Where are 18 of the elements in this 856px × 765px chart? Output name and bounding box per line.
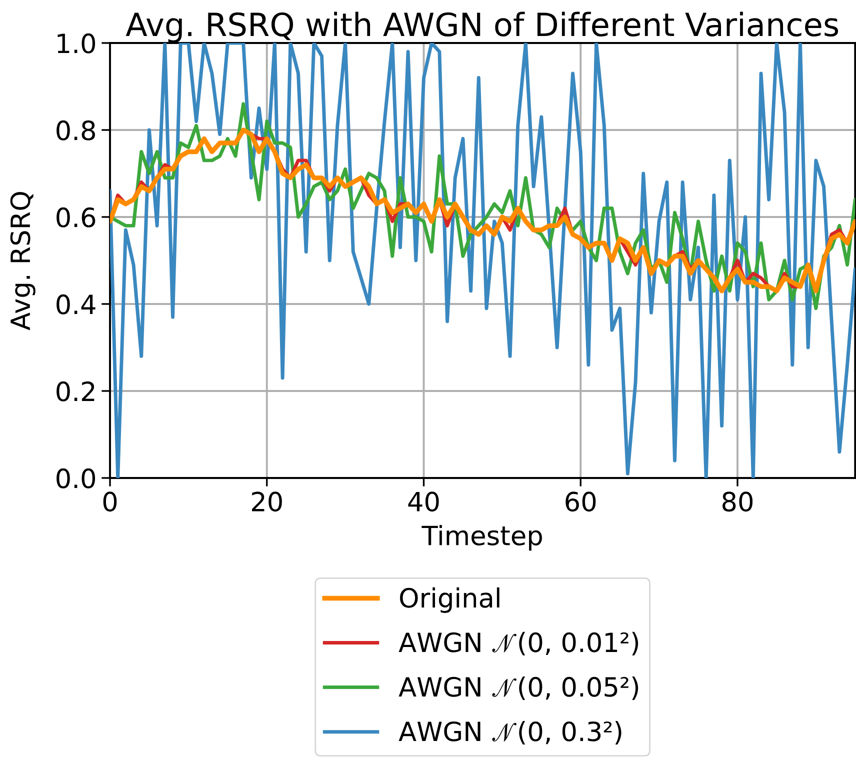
y-tick-label: 1.0 [58,33,96,54]
legend-label: AWGN 𝒩(0, 0.01²) [398,632,638,656]
y-tick-label: 0.8 [56,120,95,140]
y-tick-label: 0.4 [56,294,96,314]
y-axis-title: Avg. RSRQ [10,192,36,330]
x-axis-title: Timestep [422,525,542,551]
chart-title: Avg. RSRQ with AWGN of Different Variances [126,12,838,43]
legend-label: AWGN 𝒩(0, 0.3²) [398,721,622,745]
legend-label: Original [400,587,500,613]
x-tick-label: 40 [408,492,439,512]
x-tick-label: 60 [566,492,596,512]
y-tick-label: 0.2 [56,381,94,402]
y-tick-label: 0.6 [56,207,96,228]
x-tick-label: 20 [252,492,282,512]
x-tick-label: 0 [103,492,117,512]
y-tick-label: 0.0 [56,468,96,488]
legend-label: AWGN 𝒩(0, 0.05²) [398,676,638,700]
x-tick-label: 80 [722,492,753,512]
